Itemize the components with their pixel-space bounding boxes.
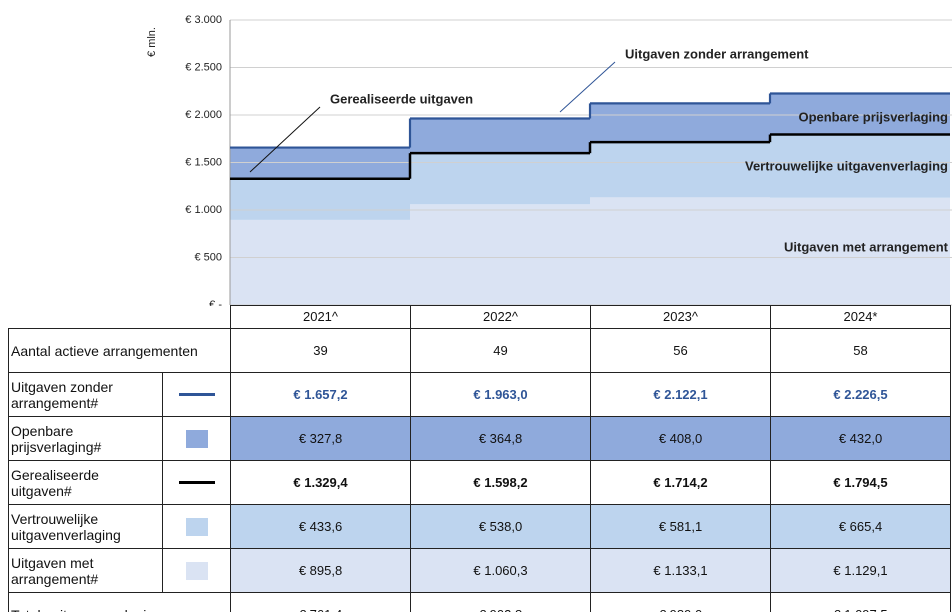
- cell: € 2.226,5: [770, 372, 951, 417]
- y-tick-label: € 1.500: [185, 156, 222, 168]
- table-row: Uitgaven zonder arrangement# € 1.657,2 € 1…: [8, 372, 951, 417]
- table-row: Vertrouwelijke uitgavenverlaging € 433,6 €…: [8, 504, 951, 549]
- year-header: 2021^: [230, 305, 411, 329]
- cell: € 1.133,1: [590, 548, 771, 593]
- y-tick-label: € -: [209, 299, 222, 306]
- year-header: 2023^: [590, 305, 771, 329]
- y-tick-label: € 3.000: [185, 14, 222, 26]
- legend-box: [185, 429, 208, 448]
- annotation: Vertrouwelijke uitgavenverlaging: [745, 158, 948, 173]
- cell: € 433,6: [230, 504, 411, 549]
- cell: € 432,0: [770, 416, 951, 461]
- area-step: [410, 204, 590, 305]
- cell: € 1.060,3: [410, 548, 591, 593]
- legend-cell: [162, 416, 231, 461]
- chart: € mln. € - € 500 € 1.000 € 1.500 € 2.000 € 2.…: [146, 14, 952, 306]
- y-tick-label: € 2.000: [185, 109, 222, 121]
- cell: € 364,8: [410, 416, 591, 461]
- row-label: Aantal actieve arrangementen: [8, 328, 231, 373]
- area-step: [230, 219, 410, 305]
- cell: € 2.122,1: [590, 372, 771, 417]
- cell: € 408,0: [590, 416, 771, 461]
- annotation: Uitgaven zonder arrangement: [625, 46, 809, 61]
- row-label: Uitgaven met arrangement#: [8, 548, 163, 593]
- area-step: [590, 197, 770, 305]
- table-row: Openbare prijsverlaging# € 327,8 € 364,8 € …: [8, 416, 951, 461]
- legend-cell: [162, 548, 231, 593]
- cell: 39: [230, 328, 411, 373]
- table-row: Totale uitgavenverlaging€ 761,4€ 902,8€ …: [8, 592, 951, 612]
- cell: € 327,8: [230, 416, 411, 461]
- annotation: Gerealiseerde uitgaven: [330, 91, 473, 106]
- legend-box: [185, 517, 208, 536]
- cell: € 581,1: [590, 504, 771, 549]
- cell: € 1.963,0: [410, 372, 591, 417]
- legend-box: [185, 561, 208, 580]
- cell: € 761,4: [230, 592, 411, 612]
- area-step: [590, 142, 770, 198]
- annotation: Uitgaven met arrangement: [784, 239, 949, 254]
- cell: 58: [770, 328, 951, 373]
- cell: € 538,0: [410, 504, 591, 549]
- y-tick-label: € 500: [194, 251, 222, 263]
- y-tick-label: € 2.500: [185, 61, 222, 73]
- cell: € 902,8: [410, 592, 591, 612]
- cell: € 1.794,5: [770, 460, 951, 505]
- cell: € 895,8: [230, 548, 411, 593]
- cell: € 1.329,4: [230, 460, 411, 505]
- annotation: Openbare prijsverlaging: [798, 109, 948, 124]
- cell: € 1.714,2: [590, 460, 771, 505]
- table-row: Uitgaven met arrangement# € 895,8 € 1.060,…: [8, 548, 951, 593]
- area-step: [230, 147, 410, 179]
- cell: € 665,4: [770, 504, 951, 549]
- annotation-pointer: [559, 61, 616, 113]
- row-label: Vertrouwelijke uitgavenverlaging: [8, 504, 163, 549]
- row-label: Gerealiseerde uitgaven#: [8, 460, 163, 505]
- cell: 49: [410, 328, 591, 373]
- y-axis-label: € mln.: [146, 27, 158, 57]
- cell: € 1.129,1: [770, 548, 951, 593]
- cell: € 1.598,2: [410, 460, 591, 505]
- annotation-pointer: [249, 106, 321, 173]
- legend-line: [178, 481, 215, 484]
- legend-line: [178, 393, 215, 396]
- cell: 56: [590, 328, 771, 373]
- legend-cell: [162, 372, 231, 417]
- data-table: 2021^ 2022^ 2023^ 2024* Aantal actieve arran…: [8, 305, 951, 612]
- legend-cell: [162, 460, 231, 505]
- area-step: [770, 93, 950, 135]
- y-tick-label: € 1.000: [185, 204, 222, 216]
- area-step: [410, 118, 590, 154]
- blank: [9, 306, 231, 329]
- area-step: [230, 178, 410, 220]
- year-header: 2022^: [410, 305, 591, 329]
- cell: € 1.097,5: [770, 592, 951, 612]
- year-header: 2024*: [770, 305, 951, 329]
- row-label: Totale uitgavenverlaging: [8, 592, 231, 612]
- table-row: Gerealiseerde uitgaven# € 1.329,4 € 1.598,…: [8, 460, 951, 505]
- area-step: [410, 153, 590, 205]
- area-step: [590, 103, 770, 143]
- row-label: Uitgaven zonder arrangement#: [8, 372, 163, 417]
- row-label: Openbare prijsverlaging#: [8, 416, 163, 461]
- area-step: [770, 134, 950, 198]
- cell: € 1.657,2: [230, 372, 411, 417]
- legend-cell: [162, 504, 231, 549]
- area-step: [770, 197, 950, 305]
- table-row: Aantal actieve arrangementen 39 49 56 58: [8, 328, 951, 373]
- cell: € 989,0: [590, 592, 771, 612]
- header-row: 2021^ 2022^ 2023^ 2024*: [9, 305, 951, 329]
